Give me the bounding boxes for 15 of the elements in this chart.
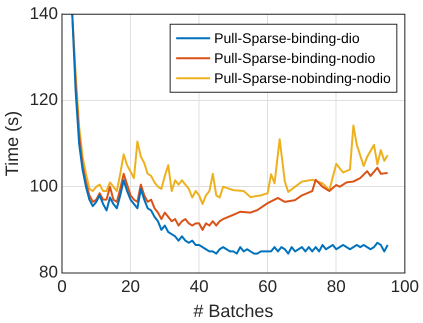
x-axis-title: # Batches [193, 301, 274, 322]
legend-label: Pull-Sparse-nobinding-nodio [214, 70, 392, 86]
x-tick-label: 0 [57, 276, 67, 296]
y-tick-label: 120 [30, 90, 58, 110]
x-tick-label: 40 [190, 276, 209, 296]
y-tick-label: 140 [30, 4, 58, 23]
x-tick-label: 20 [121, 276, 140, 296]
x-tick-label: 100 [390, 276, 420, 296]
legend-label: Pull-Sparse-binding-dio [214, 30, 360, 46]
y-axis-title: Time (s) [2, 110, 22, 176]
x-tick-label: 80 [326, 276, 346, 296]
x-tick-label: 60 [258, 276, 278, 296]
y-tick-label: 80 [39, 262, 58, 282]
y-tick-label: 100 [30, 176, 58, 196]
legend-label: Pull-Sparse-binding-nodio [214, 50, 376, 66]
